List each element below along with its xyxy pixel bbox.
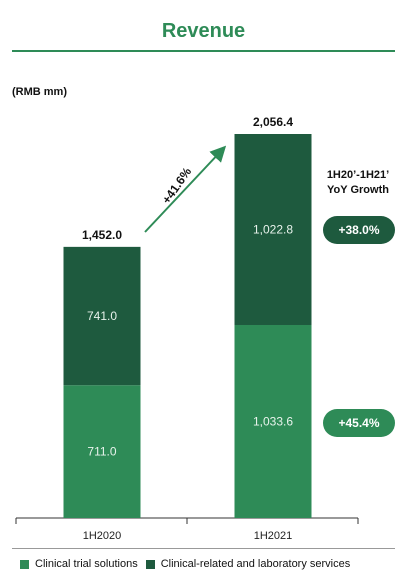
title-divider xyxy=(12,50,395,52)
bar-related-1h2021 xyxy=(234,134,312,325)
legend-swatch-trial xyxy=(20,559,29,569)
growth-arrow xyxy=(144,145,227,233)
bar-related-1h2020 xyxy=(63,246,141,386)
growth-badge-trial: +45.4% xyxy=(323,409,395,437)
unit-label: (RMB mm) xyxy=(12,86,67,98)
x-tick-label-1h2020: 1H2020 xyxy=(83,530,122,542)
legend-swatch-related xyxy=(145,559,155,569)
bar-value-label-related-1h2020: 741.0 xyxy=(87,309,117,323)
bar-trial-1h2021 xyxy=(234,324,312,518)
x-tick-label-1h2021: 1H2021 xyxy=(254,530,293,542)
bar-trial-1h2020 xyxy=(63,385,141,518)
legend-label-trial: Clinical trial solutions xyxy=(35,558,138,570)
legend-item-trial: Clinical trial solutions xyxy=(20,558,138,570)
yoy-growth-title-line1: 1H20’-1H21’ xyxy=(326,169,390,181)
legend: Clinical trial solutions Clinical-relate… xyxy=(20,558,358,570)
bar-value-label-trial-1h2020: 711.0 xyxy=(87,445,116,459)
legend-divider xyxy=(12,548,395,549)
growth-badge-related: +38.0% xyxy=(323,216,395,244)
bar-total-label-1h2021: 2,056.4 xyxy=(253,115,293,129)
yoy-growth-title-line2: YoY Growth xyxy=(327,184,389,196)
bar-value-label-trial-1h2021: 1,033.6 xyxy=(253,414,293,428)
yoy-growth-title: 1H20’-1H21’ YoY Growth xyxy=(318,168,398,198)
revenue-chart: +41.6% 711.0741.01,452.01H20201,033.61,0… xyxy=(15,115,359,542)
legend-item-related: Clinical-related and laboratory services xyxy=(145,558,351,570)
bar-total-label-1h2020: 1,452.0 xyxy=(82,228,122,242)
legend-label-related: Clinical-related and laboratory services xyxy=(160,558,351,570)
bar-value-label-related-1h2021: 1,022.8 xyxy=(253,222,293,236)
chart-title: Revenue xyxy=(161,20,246,42)
